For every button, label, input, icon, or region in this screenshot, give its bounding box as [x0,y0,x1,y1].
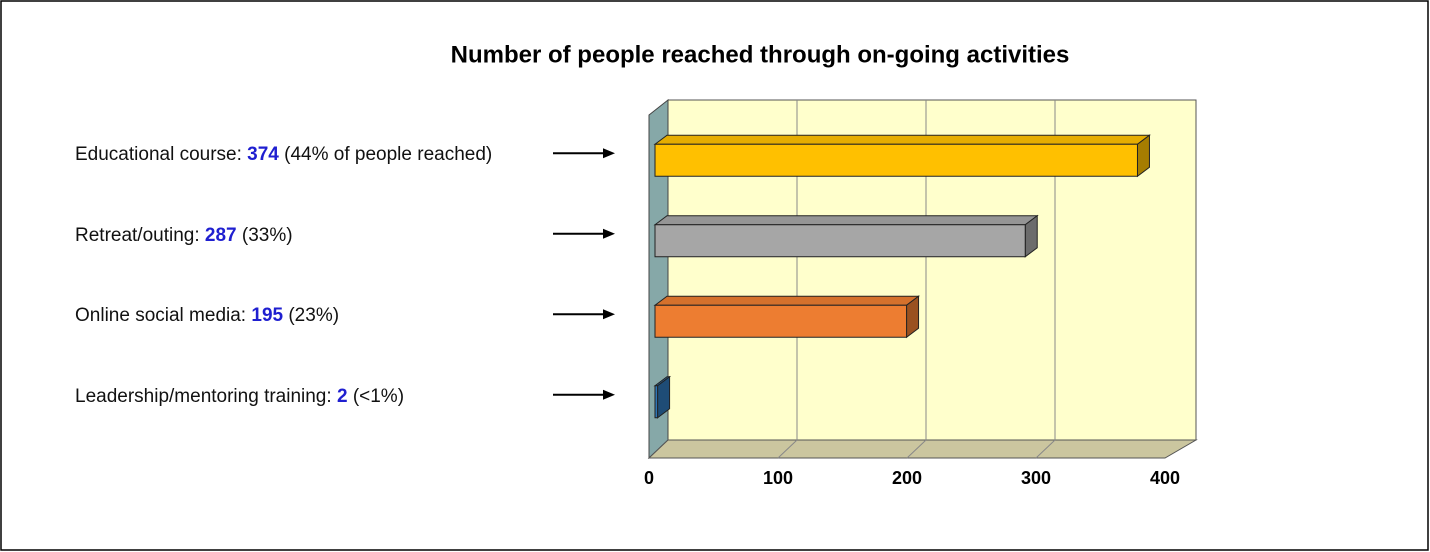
bar-top [653,215,1039,226]
floor-grid-line [1035,439,1056,459]
category-label: Educational course: 374 (44% of people r… [75,125,505,185]
value-label: 287 [204,224,237,246]
floor-grid-line [777,439,798,459]
label-text: Online social media: 195 (23%) [75,302,339,330]
x-tick-label: 400 [1150,468,1180,488]
x-tick-label: 0 [644,468,654,488]
category-name: Leadership/mentoring training: [75,385,332,407]
arrow-head [603,389,615,400]
chart-title: Number of people reached through on-goin… [451,41,1070,68]
arrow-head [603,228,615,239]
bar-top [653,295,921,306]
bar [654,143,1138,177]
value-label: 374 [247,144,279,166]
category-name: Retreat/outing: [75,224,200,246]
category-label: Online social media: 195 (23%) [75,286,505,346]
x-tick-label: 100 [763,468,793,488]
bar [654,385,659,419]
value-label: 2 [336,385,348,407]
share-label: (<1%) [352,385,405,407]
share-label: (44% of people reached) [284,144,493,166]
label-text: Educational course: 374 (44% of people r… [75,141,492,169]
x-tick-label: 200 [892,468,922,488]
share-label: (33%) [241,224,293,246]
bar [654,224,1026,258]
category-label: Leadership/mentoring training: 2 (<1%) [75,367,505,427]
label-text: Retreat/outing: 287 (33%) [75,222,293,250]
floor-grid-line [906,439,927,459]
arrow-head [603,148,615,159]
category-name: Online social media: [75,305,247,327]
bar-top [653,134,1151,145]
floor [647,439,1198,459]
category-label: Retreat/outing: 287 (33%) [75,206,505,266]
share-label: (23%) [288,305,340,327]
category-name: Educational course: [75,144,242,166]
value-label: 195 [251,305,284,327]
x-tick-label: 300 [1021,468,1051,488]
bar [654,304,908,338]
label-text: Leadership/mentoring training: 2 (<1%) [75,383,404,411]
arrow-head [603,309,615,320]
